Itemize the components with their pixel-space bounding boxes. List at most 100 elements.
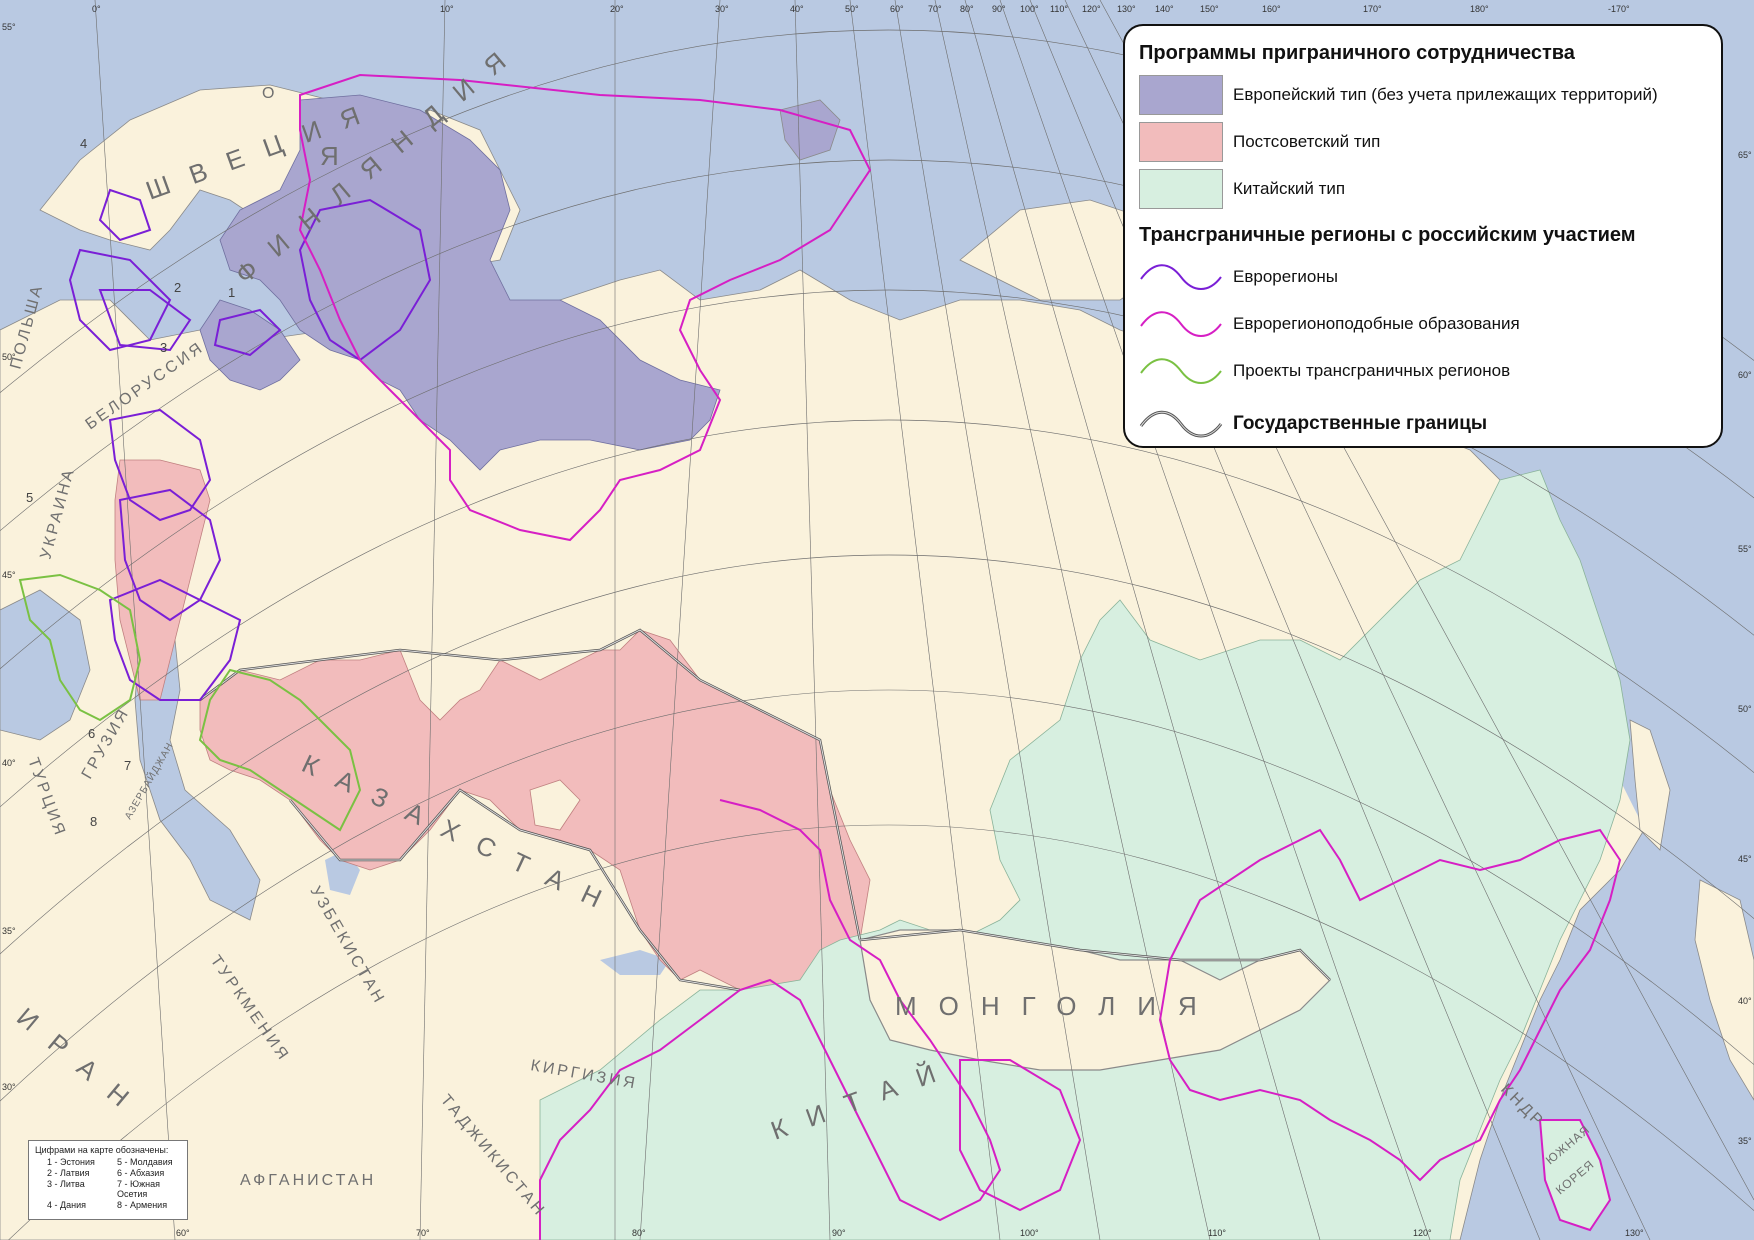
right-latitude-labels: 65° 60° 55° 50° 45° 40° 35° <box>1738 150 1752 1146</box>
tick-right-2: 55° <box>1738 544 1752 554</box>
legend-item-european: Европейский тип (без учета прилежащих те… <box>1139 71 1707 118</box>
legend-border-label: Государственные границы <box>1233 412 1488 434</box>
black-sea <box>0 589 91 741</box>
tick-top-19: -170° <box>1608 4 1630 14</box>
tick-bottom-4: 100° <box>1020 1228 1039 1238</box>
label-afghanistan: АФГАНИСТАН <box>240 1172 376 1189</box>
tick-top-11: 110° <box>1050 4 1068 14</box>
tick-right-0: 65° <box>1738 150 1752 160</box>
tick-bottom-7: 130° <box>1625 1228 1644 1238</box>
tick-bottom-5: 110° <box>1208 1228 1226 1238</box>
tick-bottom-2: 80° <box>632 1228 646 1238</box>
legend-item-label: Еврорегионоподобные образования <box>1233 313 1520 333</box>
tick-bottom-6: 120° <box>1413 1228 1432 1238</box>
tick-right-6: 35° <box>1738 1136 1752 1146</box>
region-number-6: 6 <box>88 726 95 741</box>
balkhash-lake <box>600 950 670 975</box>
note-item: 4 - Дания <box>47 1200 86 1210</box>
tick-top-16: 160° <box>1262 4 1281 14</box>
tick-top-15: 150° <box>1200 4 1219 14</box>
legend-item-chinese: Китайский тип <box>1139 165 1707 212</box>
legend-item-label: Европейский тип (без учета прилежащих те… <box>1233 84 1658 104</box>
project-line-icon <box>1140 357 1222 384</box>
tick-top-6: 60° <box>890 4 904 14</box>
tick-top-13: 130° <box>1117 4 1136 14</box>
tick-left-3: 40° <box>2 758 16 768</box>
euroregion-line-icon <box>1140 263 1222 290</box>
legend-item-project: Проекты трансграничных регионов <box>1139 347 1707 394</box>
tick-left-5: 30° <box>2 1082 16 1092</box>
state-borders <box>199 628 1331 992</box>
legend: Программы приграничного сотрудничества Е… <box>1123 24 1723 448</box>
tick-top-0: 0° <box>92 4 101 14</box>
tick-top-4: 40° <box>790 4 804 14</box>
top-longitude-labels: 0° 10° 20° 30° 40° 50° 60° 70° 80° 90° 1… <box>92 4 1630 14</box>
tick-top-18: 180° <box>1470 4 1489 14</box>
tick-top-7: 70° <box>928 4 942 14</box>
note-item: 7 - Южная Осетия <box>117 1179 160 1199</box>
european-swatch <box>1139 74 1223 115</box>
label-mongolia: МОНГОЛИЯ <box>895 991 1219 1021</box>
chinese-swatch <box>1139 168 1223 209</box>
tick-top-8: 80° <box>960 4 974 14</box>
tick-top-5: 50° <box>845 4 859 14</box>
note-item: 1 - Эстония <box>47 1157 95 1167</box>
postsoviet-area-west <box>114 459 211 701</box>
region-number-5: 5 <box>26 490 33 505</box>
note-item: 6 - Абхазия <box>117 1168 165 1178</box>
tick-left-0: 55° <box>2 22 16 32</box>
tick-left-4: 35° <box>2 926 16 936</box>
tick-right-4: 45° <box>1738 854 1752 864</box>
tick-top-3: 30° <box>715 4 729 14</box>
euroregion-like-lines <box>298 73 1622 1240</box>
tick-right-5: 40° <box>1738 996 1752 1006</box>
legend-item-label: Китайский тип <box>1233 178 1346 198</box>
european-type-area-baltic <box>199 299 301 391</box>
legend-section2-title: Трансграничные регионы с российским учас… <box>1139 224 1636 246</box>
tick-top-14: 140° <box>1155 4 1174 14</box>
tick-top-10: 100° <box>1020 4 1039 14</box>
region-number-8: 8 <box>90 814 97 829</box>
tick-bottom-3: 90° <box>832 1228 846 1238</box>
label-russia-fragment: Я <box>320 141 361 171</box>
tick-bottom-1: 70° <box>416 1228 430 1238</box>
tick-left-2: 45° <box>2 570 16 580</box>
numbers-notes: Цифрами на карте обозначены: 1 - Эстония… <box>28 1140 188 1220</box>
notes-title: Цифрами на карте обозначены: <box>35 1145 169 1155</box>
euroregion-lines <box>68 188 432 701</box>
legend-item-border: Государственные границы <box>1139 400 1707 447</box>
legend-item-postsoviet: Постсоветский тип <box>1139 118 1707 165</box>
region-number-4: 4 <box>80 136 87 151</box>
legend-item-label: Постсоветский тип <box>1233 131 1381 151</box>
euroregion-like-line-icon <box>1140 310 1222 337</box>
legend-section1-title: Программы приграничного сотрудничества <box>1139 42 1575 64</box>
label-norway-fragment: О <box>262 85 277 102</box>
european-type-area-north <box>219 94 721 471</box>
project-lines <box>18 573 362 832</box>
tick-top-17: 170° <box>1363 4 1382 14</box>
notes-list: 1 - Эстония 5 - Молдавия 2 - Латвия 6 - … <box>35 1157 181 1210</box>
tick-right-1: 60° <box>1738 370 1752 380</box>
note-item: 5 - Молдавия <box>117 1157 173 1167</box>
border-line-icon <box>1139 410 1223 437</box>
tick-top-9: 90° <box>992 4 1006 14</box>
tick-top-12: 120° <box>1082 4 1101 14</box>
note-item: 8 - Армения <box>117 1200 168 1210</box>
bottom-longitude-labels: 60° 70° 80° 90° 100° 110° 120° 130° <box>176 1228 1644 1238</box>
legend-item-euroregion-like: Еврорегионоподобные образования <box>1139 300 1707 347</box>
sakhalin-island <box>1629 719 1671 851</box>
postsoviet-swatch <box>1139 121 1223 162</box>
tick-right-3: 50° <box>1738 704 1752 714</box>
region-number-7: 7 <box>124 758 131 773</box>
tick-left-1: 50° <box>2 352 16 362</box>
kazakhstan-hole <box>529 779 581 831</box>
caspian-sea <box>134 598 261 921</box>
region-number-1: 1 <box>228 285 235 300</box>
legend-item-label: Еврорегионы <box>1233 266 1338 286</box>
left-latitude-labels: 55° 50° 45° 40° 35° 30° <box>2 22 16 1092</box>
legend-item-euroregion: Еврорегионы <box>1139 253 1707 300</box>
tick-top-2: 20° <box>610 4 624 14</box>
region-number-2: 2 <box>174 280 181 295</box>
note-item: 3 - Литва <box>47 1179 85 1189</box>
